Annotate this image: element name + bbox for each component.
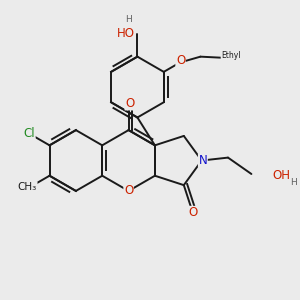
Text: HO: HO [117, 27, 135, 40]
Text: N: N [199, 154, 207, 167]
Text: O: O [176, 54, 185, 67]
Text: H: H [125, 15, 132, 24]
Text: O: O [124, 184, 133, 197]
Text: Ethyl: Ethyl [221, 51, 241, 60]
Text: Cl: Cl [23, 127, 35, 140]
Text: OH: OH [273, 169, 291, 182]
Text: O: O [125, 97, 134, 110]
Text: O: O [189, 206, 198, 219]
Text: CH₃: CH₃ [18, 182, 37, 192]
Text: H: H [290, 178, 297, 187]
